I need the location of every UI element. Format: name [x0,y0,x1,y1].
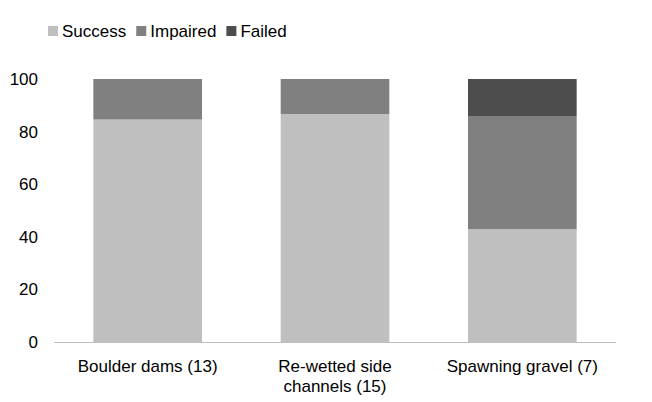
legend-label: Failed [240,22,286,41]
y-tick-label: 80 [19,123,38,142]
bar-segment [468,117,577,230]
x-tick-line: Boulder dams (13) [78,357,218,376]
bar-segment [281,114,390,342]
y-tick-label: 100 [10,70,38,89]
bars [93,79,576,342]
bar-segment [281,79,390,80]
bar-segment [93,79,202,120]
y-tick [50,289,54,290]
x-tick-line: Spawning gravel (7) [447,357,598,376]
y-tick [50,236,54,237]
y-tick [50,79,54,80]
x-axis [54,342,616,343]
bar-segment [468,229,577,342]
y-tick-label: 40 [19,228,38,247]
x-tick-line: Re-wetted side [278,357,391,376]
x-tick-label: Spawning gravel (7) [447,357,598,376]
legend-label: Impaired [150,22,216,41]
bar-segment [93,120,202,342]
x-tick-label: Re-wetted sidechannels (15) [278,357,391,396]
bar-segment [93,79,202,80]
chart: 0 20 40 60 80 100 Boulder dams (13) Re-wetted s… [0,0,652,402]
bar-segment [281,79,390,114]
y-tick-label: 20 [19,280,38,299]
legend-swatch [48,26,58,36]
y-tick [50,131,54,132]
x-tick-line: channels (15) [283,377,386,396]
legend-swatch [136,26,146,36]
bar-segment [468,79,577,117]
x-tick-label: Boulder dams (13) [78,357,218,376]
legend-label: Success [62,22,126,41]
y-tick [50,342,54,343]
legend-swatch [226,26,236,36]
y-tick-label: 60 [19,175,38,194]
y-tick [50,184,54,185]
y-tick-label: 0 [29,333,38,352]
